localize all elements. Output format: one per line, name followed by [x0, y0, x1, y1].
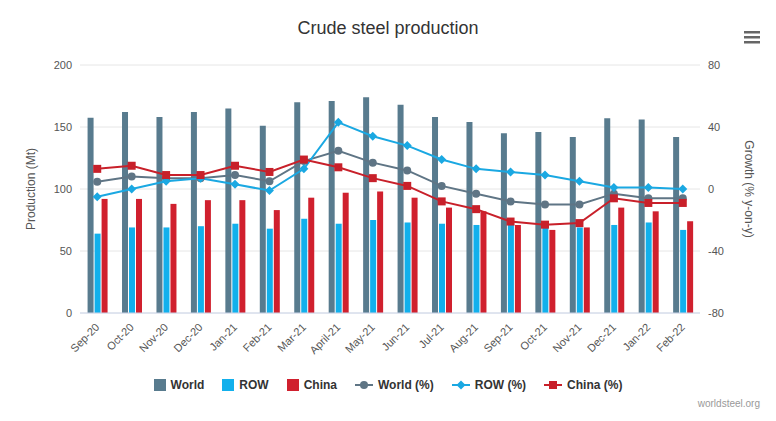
svg-text:Jul-21: Jul-21 [416, 321, 446, 351]
svg-text:Nov-21: Nov-21 [550, 321, 584, 355]
svg-text:April-21: April-21 [307, 321, 342, 356]
html-text:China (%): China (%) [567, 378, 623, 392]
html-text:World (%): World (%) [378, 378, 434, 392]
html-text:ROW: ROW [239, 378, 269, 392]
svg-text:Jan-22: Jan-22 [620, 321, 652, 353]
svg-text:Jan-21: Jan-21 [207, 321, 239, 353]
svg-text:Sep-20: Sep-20 [68, 321, 102, 355]
svg-text:Feb-21: Feb-21 [241, 321, 274, 354]
svg-text:0: 0 [66, 307, 72, 319]
svg-text:Production (Mt): Production (Mt) [24, 148, 38, 230]
svg-text:80: 80 [708, 59, 720, 71]
svg-text:Growth (% y-on-y): Growth (% y-on-y) [742, 140, 756, 237]
svg-text:150: 150 [54, 121, 72, 133]
svg-text:Mar-21: Mar-21 [275, 321, 308, 354]
svg-text:Oct-20: Oct-20 [104, 321, 136, 353]
html-text:China: China [303, 378, 337, 392]
svg-text:Feb-22: Feb-22 [654, 321, 687, 354]
svg-text:May-21: May-21 [343, 321, 377, 355]
svg-text:0: 0 [708, 183, 714, 195]
svg-text:Nov-20: Nov-20 [137, 321, 171, 355]
svg-text:Dec-21: Dec-21 [585, 321, 619, 355]
html-text:ROW (%): ROW (%) [474, 378, 527, 392]
svg-text:Jun-21: Jun-21 [379, 321, 411, 353]
html-text:World: World [170, 378, 205, 392]
svg-text:200: 200 [54, 59, 72, 71]
svg-text:50: 50 [60, 245, 72, 257]
html-text:Crude steel production: Crude steel production [297, 18, 479, 38]
svg-text:Sep-21: Sep-21 [481, 321, 515, 355]
svg-text:Dec-20: Dec-20 [171, 321, 205, 355]
svg-text:-40: -40 [708, 245, 724, 257]
svg-text:40: 40 [708, 121, 720, 133]
html-text:worldsteel.org: worldsteel.org [697, 398, 760, 409]
svg-text:-80: -80 [708, 307, 724, 319]
svg-text:100: 100 [54, 183, 72, 195]
svg-text:Oct-21: Oct-21 [517, 321, 549, 353]
svg-text:Aug-21: Aug-21 [447, 321, 481, 355]
